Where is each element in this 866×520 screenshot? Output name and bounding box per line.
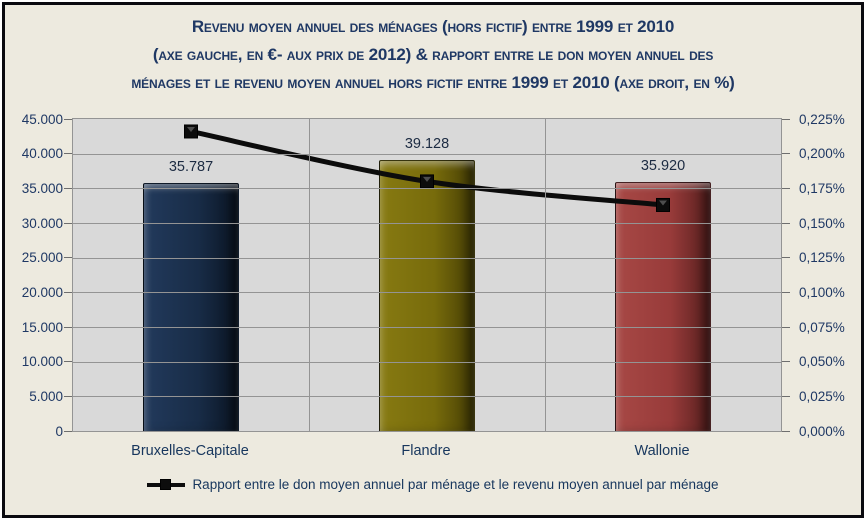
right-axis-tick (782, 118, 790, 120)
gridline (73, 327, 781, 328)
ratio-line-series (184, 124, 670, 212)
title-line-1: Revenu moyen annuel des ménages (hors fi… (191, 17, 675, 36)
gridline (73, 188, 781, 190)
marker-highlight (187, 126, 195, 132)
right-axis-tick-label: 0,125% (799, 250, 845, 266)
right-axis-tick (782, 257, 790, 259)
gridline (73, 292, 781, 294)
left-axis-tick-label: 30.000 (21, 215, 63, 231)
category-label-wallonie: Wallonie (634, 443, 690, 459)
gridline (73, 223, 781, 224)
left-axis-tick-label: 35.000 (21, 180, 63, 196)
right-axis-tick-label: 0,200% (799, 146, 845, 162)
left-axis-tick (64, 187, 72, 189)
marker-highlight (659, 200, 667, 206)
right-axis-tick (782, 187, 790, 189)
line-marker-icon (147, 478, 186, 491)
right-axis-tick-label: 0,000% (799, 423, 845, 439)
left-axis-tick (64, 395, 72, 397)
gridline (73, 153, 781, 155)
right-axis-tick-label: 0,050% (799, 354, 845, 370)
left-axis-tick (64, 361, 72, 363)
right-axis-tick (782, 153, 790, 155)
left-axis-tick-label: 15.000 (21, 319, 63, 335)
gridline (73, 361, 781, 363)
left-axis-tick (64, 222, 72, 224)
bar-flandre (379, 159, 475, 431)
right-axis-tick (782, 361, 790, 363)
legend-label: Rapport entre le don moyen annuel par mé… (192, 477, 719, 492)
bar-value-label: 39.128 (404, 135, 450, 152)
right-axis-tick (782, 395, 790, 397)
right-axis-tick-labels: 0,225% 0,200% 0,175% 0,150% 0,125% 0,100% 0,07… (799, 112, 866, 439)
marker-highlight (423, 176, 431, 182)
ratio-line-path (188, 128, 666, 208)
gridline (73, 396, 781, 398)
left-axis-tick (64, 153, 72, 155)
gridline (73, 257, 781, 259)
left-axis-tick-label: 40.000 (21, 146, 63, 162)
bar-value-label: 35.787 (168, 158, 214, 175)
title-line-3: ménages et le revenu moyen annuel hors f… (131, 73, 735, 92)
left-axis-tick-label: 20.000 (21, 284, 63, 300)
left-axis-tick-labels: 45.000 40.000 35.000 30.000 25.000 20.000 15.0… (5, 112, 63, 439)
left-axis-tick-label: 5.000 (29, 388, 63, 404)
legend: Rapport entre le don moyen annuel par mé… (5, 477, 861, 492)
right-axis-tick-label: 0,025% (799, 388, 845, 404)
chart-title: Revenu moyen annuel des ménages (hors fi… (5, 13, 861, 97)
left-axis-tick (64, 118, 72, 120)
left-axis-tick-label: 25.000 (21, 250, 63, 266)
bar-bruxelles-capitale (143, 182, 239, 431)
plot-area: 35.787 39.128 35.920 (64, 118, 790, 432)
legend-square-marker-glyph (160, 479, 172, 490)
right-axis-tick (782, 430, 790, 432)
left-axis-tick-label: 0 (55, 423, 63, 439)
left-axis-tick (64, 257, 72, 259)
right-axis-tick-label: 0,150% (799, 215, 845, 231)
right-axis-tick-label: 0,175% (799, 180, 845, 196)
right-axis-tick (782, 326, 790, 328)
left-axis-tick-label: 10.000 (21, 354, 63, 370)
right-axis-tick-label: 0,075% (799, 319, 845, 335)
right-axis-tick-label: 0,225% (799, 111, 845, 127)
left-axis-tick (64, 326, 72, 328)
left-axis-tick (64, 430, 72, 432)
bar-value-label: 35.920 (640, 157, 686, 174)
category-separator (309, 119, 310, 431)
category-label-flandre: Flandre (401, 443, 451, 459)
right-axis-tick (782, 291, 790, 293)
right-axis-tick-label: 0,100% (799, 284, 845, 300)
left-axis-tick-label: 45.000 (21, 111, 63, 127)
title-line-2: (axe gauche, en €- aux prix de 2012) & r… (152, 45, 714, 64)
left-axis-tick (64, 291, 72, 293)
right-axis-tick (782, 222, 790, 224)
category-label-bruxelles-capitale: Bruxelles-Capitale (131, 443, 249, 459)
category-separator (545, 119, 546, 431)
